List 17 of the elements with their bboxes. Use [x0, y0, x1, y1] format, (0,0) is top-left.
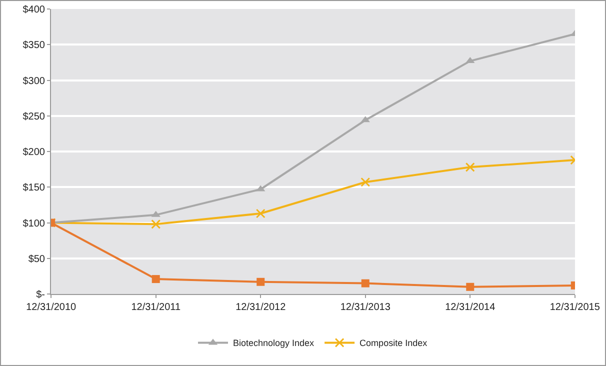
x-tick-label: 12/31/2010 — [26, 302, 77, 313]
x-tick-label: 12/31/2015 — [550, 302, 600, 313]
x-tick-label: 12/31/2013 — [340, 302, 391, 313]
x-tick-label: 12/31/2011 — [131, 302, 181, 313]
y-tick-label: $350 — [22, 40, 46, 52]
x-tick-label: 12/31/2014 — [445, 302, 496, 313]
y-tick-label: $300 — [22, 76, 46, 87]
y-tick-label: $50 — [28, 254, 46, 265]
legend-label: Biotechnology Index — [233, 338, 315, 348]
y-tick-label: $100 — [22, 218, 46, 230]
x-tick-label: 12/31/2012 — [236, 302, 286, 313]
y-tick-label: $200 — [22, 147, 46, 158]
y-tick-label: $400 — [22, 4, 46, 16]
legend-label: Composite Index — [360, 338, 428, 348]
y-tick-label: $- — [36, 290, 45, 300]
y-tick-label: $150 — [22, 182, 46, 194]
y-tick-label: $250 — [22, 111, 46, 122]
